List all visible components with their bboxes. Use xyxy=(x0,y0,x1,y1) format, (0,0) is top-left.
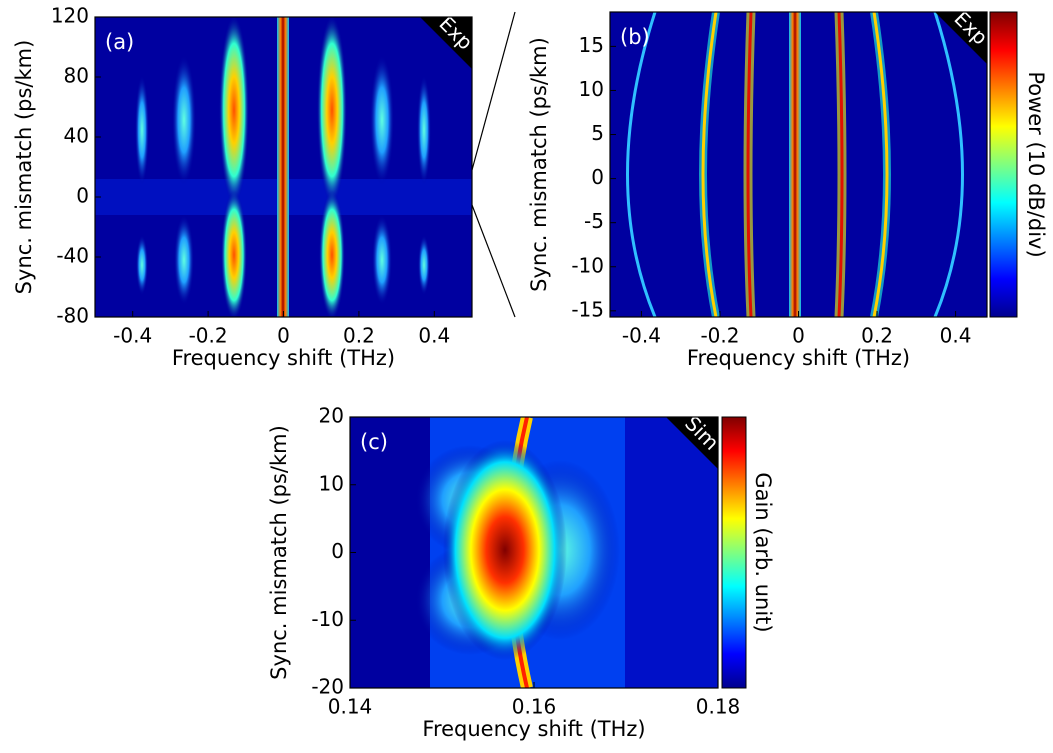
x-axis-label: Frequency shift (THz) xyxy=(687,346,910,370)
x-tick-label: 0.14 xyxy=(328,695,373,719)
panel-label: (b) xyxy=(620,25,650,49)
x-tick-label: -0.4 xyxy=(622,324,661,348)
heatmap-b xyxy=(610,12,987,317)
tag-corner xyxy=(935,12,987,64)
heatmap-a xyxy=(95,17,472,317)
x-axis-label: Frequency shift (THz) xyxy=(422,717,645,741)
y-tick-label: 80 xyxy=(64,64,89,88)
y-tick-label: 40 xyxy=(64,124,89,148)
x-tick-label: 0.2 xyxy=(861,324,893,348)
y-tick-label: 10 xyxy=(319,471,344,495)
x-tick-label: 0 xyxy=(792,324,805,348)
y-tick-label: -5 xyxy=(584,209,604,233)
x-tick-label: 0.2 xyxy=(343,324,375,348)
y-axis-label: Sync. mismatch (ps/km) xyxy=(12,40,36,295)
x-tick-label: 0.18 xyxy=(696,695,741,719)
colorbar-label: Gain (arb. unit) xyxy=(751,472,775,632)
y-tick-label: -80 xyxy=(56,304,89,328)
x-axis-label: Frequency shift (THz) xyxy=(172,346,395,370)
x-tick-label: -0.2 xyxy=(700,324,739,348)
y-tick-label: -20 xyxy=(311,675,344,699)
y-axis-label: Sync. mismatch (ps/km) xyxy=(527,37,551,292)
x-tick-label: 0.4 xyxy=(940,324,972,348)
x-tick-label: 0 xyxy=(277,324,290,348)
y-tick-label: -10 xyxy=(571,253,604,277)
colorbar-c xyxy=(721,416,747,689)
x-tick-label: 0.16 xyxy=(512,695,557,719)
heatmap-c xyxy=(350,417,718,688)
y-tick-label: -40 xyxy=(56,244,89,268)
y-tick-label: 0 xyxy=(591,165,604,189)
y-tick-label: 20 xyxy=(319,404,344,428)
y-tick-label: -15 xyxy=(571,297,604,321)
y-tick-label: 10 xyxy=(579,77,604,101)
colorbar-b xyxy=(989,11,1018,318)
y-tick-label: -10 xyxy=(311,607,344,631)
x-tick-label: -0.4 xyxy=(113,324,152,348)
y-tick-label: 120 xyxy=(51,4,89,28)
panel-label: (c) xyxy=(360,430,388,454)
x-tick-label: -0.2 xyxy=(189,324,228,348)
y-tick-label: 15 xyxy=(579,33,604,57)
x-tick-label: 0.4 xyxy=(418,324,450,348)
y-axis-label: Sync. mismatch (ps/km) xyxy=(267,425,291,680)
tag-corner xyxy=(420,17,472,69)
colorbar-label: Power (10 dB/div) xyxy=(1024,71,1048,257)
panel-label: (a) xyxy=(105,30,134,54)
y-tick-label: 0 xyxy=(76,184,89,208)
y-tick-label: 0 xyxy=(331,539,344,563)
tag-corner xyxy=(666,417,718,469)
y-tick-label: 5 xyxy=(591,121,604,145)
